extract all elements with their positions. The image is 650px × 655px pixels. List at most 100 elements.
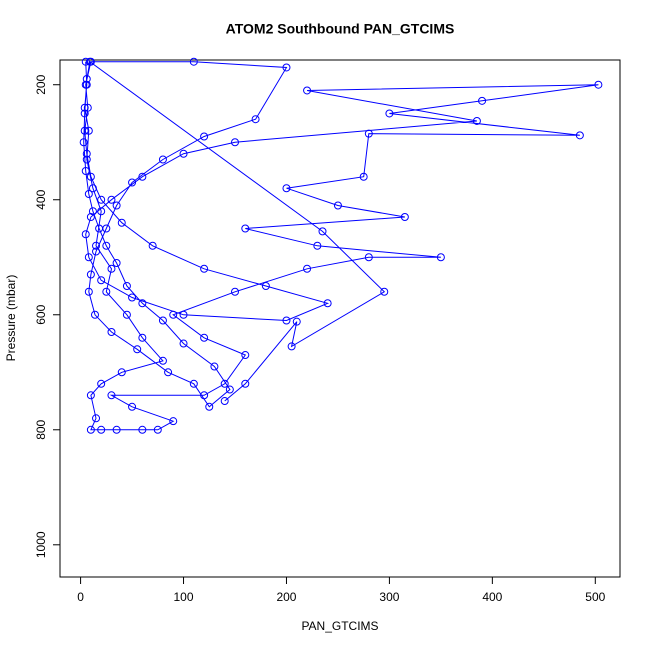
data-point [179,149,188,158]
data-point [84,287,93,296]
data-point [112,425,121,434]
data-point [138,172,147,181]
data-point [241,379,250,388]
data-point [133,345,142,354]
data-point [86,270,95,279]
data-point [88,207,97,216]
data-point [92,241,101,250]
data-point [122,282,131,291]
data-point [107,195,116,204]
data-point [225,385,234,394]
data-point [594,80,603,89]
x-tick-label: 200 [276,590,296,604]
data-point [359,172,368,181]
data-point [85,57,94,66]
y-axis-label: Pressure (mbar) [4,275,18,362]
data-point [231,138,239,147]
data-point [81,166,90,175]
data-point [380,287,389,296]
data-point [282,316,291,325]
data-point [210,362,219,371]
y-tick-label: 200 [34,74,48,94]
data-point [472,116,481,125]
data-point [81,80,90,89]
data-point [261,282,270,291]
data-point [205,402,214,411]
data-point [80,126,89,135]
data-point [86,212,95,221]
data-point [97,379,106,388]
data-point [81,230,90,239]
y-tick-label: 1000 [34,531,48,558]
data-point [400,212,409,221]
data-point [80,103,89,112]
data-point [575,131,584,140]
data-point [102,241,111,250]
data-point [128,402,137,411]
data-point [241,351,250,360]
data-point [148,241,157,250]
x-tick-label: 300 [379,590,399,604]
data-point [200,333,209,342]
data-point [128,178,137,187]
x-tick-label: 400 [482,590,502,604]
data-point [303,86,312,95]
data-point [169,417,178,426]
y-tick-label: 600 [34,304,48,324]
data-point [282,63,291,72]
data-point [323,299,332,308]
data-point [241,224,250,233]
data-point [251,115,260,124]
data-point [164,368,173,377]
data-point [138,425,147,434]
x-tick-label: 100 [174,590,194,604]
data-point [107,264,116,273]
x-tick-label: 500 [585,590,605,604]
data-point [107,391,116,400]
data-point [97,425,106,434]
data-point [189,379,198,388]
data-point [231,287,239,296]
data-point [169,310,178,319]
data-point [92,414,101,423]
data-point [86,172,95,181]
plot-frame [59,59,621,578]
data-point [82,149,91,158]
data-point [282,184,291,193]
data-point [97,195,106,204]
data-point [84,126,93,135]
data-point [158,316,167,325]
data-point [220,397,229,406]
data-line [83,60,599,431]
data-point [436,253,445,262]
data-point [97,207,106,216]
data-point [84,253,93,262]
data-point [112,259,121,268]
data-point [158,155,167,164]
data-point [292,317,301,326]
data-point [80,109,89,118]
y-tick-label: 800 [34,419,48,439]
data-point [318,227,327,236]
data-point [117,368,126,377]
data-point [107,328,116,337]
data-point [364,129,373,138]
data-point [117,218,126,227]
data-point [287,342,296,351]
x-axis-label: PAN_GTCIMS [301,619,378,633]
data-point [333,201,342,210]
data-point [478,96,487,105]
data-point [102,287,111,296]
data-point [200,132,209,141]
data-point [364,253,373,262]
data-point [112,201,121,210]
data-point [128,293,137,302]
data-point [200,264,209,273]
data-point [97,276,106,285]
data-point [92,247,101,256]
data-point [313,241,322,250]
data-point [84,189,93,198]
chart-title: ATOM2 Southbound PAN_GTCIMS [226,21,455,37]
data-point [86,425,95,434]
